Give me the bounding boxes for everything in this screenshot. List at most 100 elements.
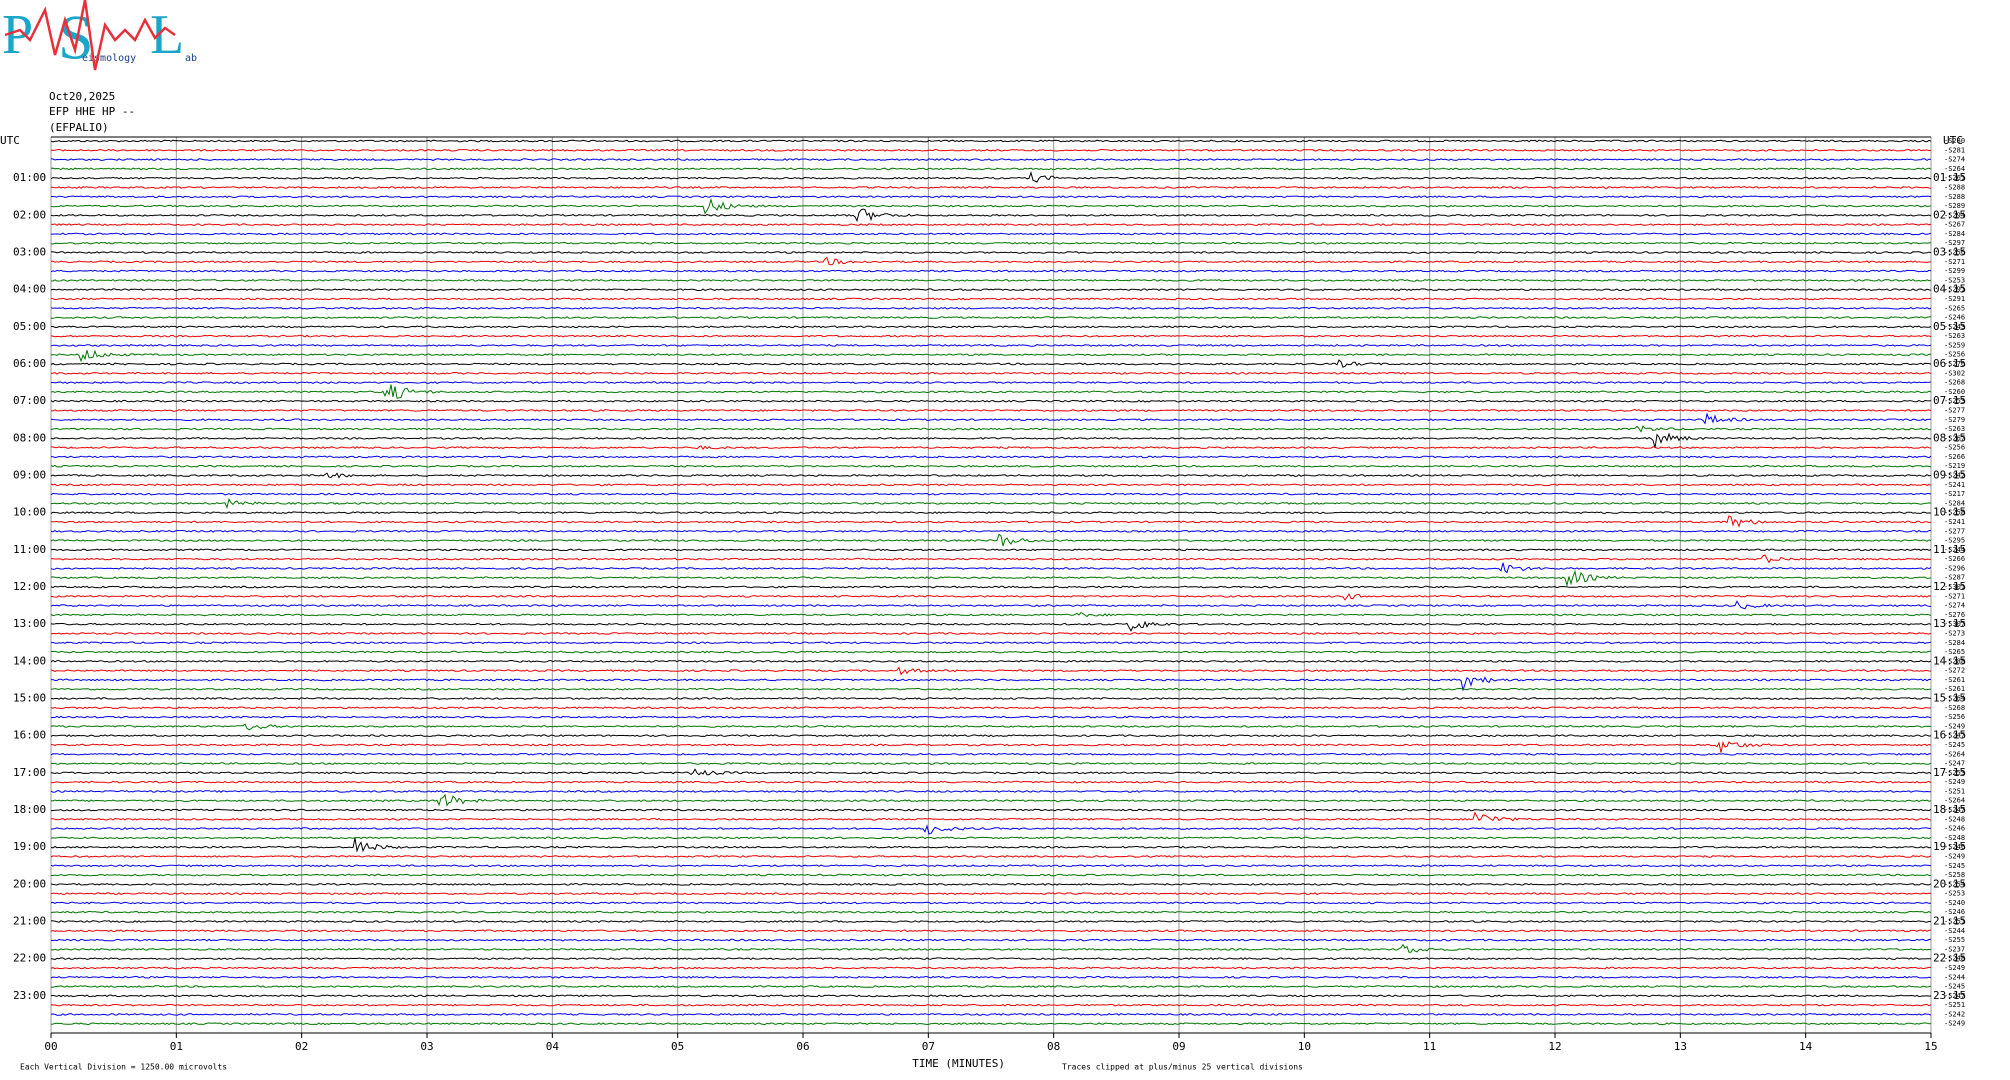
- x-tick-label: 12: [1548, 1040, 1561, 1053]
- trace: [50, 920, 1932, 923]
- trace-offset: -S279: [1944, 416, 1965, 424]
- trace-offset: -S271: [1944, 592, 1965, 600]
- trace-offset: -S297: [1944, 239, 1965, 247]
- trace: [50, 723, 1932, 731]
- trace-offset: -S258: [1944, 871, 1965, 879]
- left-hour-label: 17:00: [13, 766, 46, 779]
- right-hour-label: 20:15: [1933, 877, 1966, 890]
- trace: [50, 864, 1932, 868]
- trace: [50, 966, 1932, 970]
- left-hour-label: 06:00: [13, 357, 46, 370]
- trace-offset: -S307: [1944, 620, 1965, 628]
- trace-offset: -S295: [1944, 537, 1965, 545]
- trace: [50, 483, 1932, 487]
- right-hour-label: 23:15: [1933, 989, 1966, 1002]
- x-tick-label: 14: [1799, 1040, 1813, 1053]
- x-tick-label: 04: [546, 1040, 560, 1053]
- trace: [50, 399, 1932, 403]
- trace: [50, 943, 1932, 953]
- trace: [50, 148, 1932, 152]
- right-hour-label: 07:15: [1933, 394, 1966, 407]
- trace-offset: -S277: [1944, 527, 1965, 535]
- trace: [51, 873, 1932, 877]
- trace-offset: -S256: [1944, 249, 1965, 257]
- trace: [50, 585, 1932, 589]
- x-tick-label: 00: [44, 1040, 57, 1053]
- trace-offset: -S249: [1944, 722, 1965, 730]
- trace: [50, 808, 1932, 812]
- trace-offset: -S247: [1944, 806, 1965, 814]
- trace: [50, 938, 1932, 942]
- trace-offset: -S281: [1944, 146, 1965, 154]
- left-hour-label: 02:00: [13, 208, 46, 221]
- x-tick-label: 06: [796, 1040, 809, 1053]
- logo-wave: [4, 0, 176, 71]
- trace: [50, 910, 1932, 914]
- trace: [50, 740, 1932, 753]
- trace-offset: -S248: [1944, 834, 1965, 842]
- trace-offset: -S264: [1944, 797, 1965, 805]
- trace-offset: -S274: [1944, 156, 1965, 164]
- trace-offset: -S267: [1944, 221, 1965, 229]
- trace: [51, 195, 1932, 199]
- trace: [50, 811, 1932, 822]
- trace: [50, 167, 1932, 171]
- trace-offset: -S284: [1944, 639, 1965, 647]
- trace: [50, 836, 1932, 840]
- right-hour-label: 11:15: [1933, 543, 1966, 556]
- trace: [50, 409, 1932, 412]
- trace: [50, 1003, 1932, 1007]
- trace-offset: -S247: [1944, 992, 1965, 1000]
- trace-offset: -S253: [1944, 276, 1965, 284]
- trace-offset: -S251: [1944, 918, 1965, 926]
- trace: [51, 232, 1932, 236]
- trace-offset: -S261: [1944, 676, 1965, 684]
- trace-offset: -S240: [1944, 899, 1965, 907]
- trace-offset: -S271: [1944, 258, 1965, 266]
- trace-offset: -S249: [1944, 852, 1965, 860]
- x-tick-label: 11: [1423, 1040, 1436, 1053]
- trace: [50, 715, 1932, 719]
- right-hour-label: 22:15: [1933, 952, 1966, 965]
- scale-note: Each Vertical Division = 1250.00 microvo…: [20, 1063, 227, 1072]
- x-tick-label: 08: [1047, 1040, 1060, 1053]
- left-hour-label: 04:00: [13, 283, 46, 296]
- trace: [50, 600, 1932, 610]
- trace: [50, 734, 1932, 738]
- trace-offset: -S299: [1944, 267, 1965, 275]
- trace-offset: -S255: [1944, 936, 1965, 944]
- trace: [50, 620, 1932, 632]
- left-hour-label: 13:00: [13, 617, 46, 630]
- trace: [50, 697, 1931, 700]
- right-hour-label: 21:15: [1933, 915, 1966, 928]
- right-hour-label: 06:15: [1933, 357, 1966, 370]
- trace: [50, 790, 1931, 793]
- x-tick-label: 13: [1674, 1040, 1687, 1053]
- right-hour-label: 15:15: [1933, 692, 1966, 705]
- trace-offset: -S288: [1944, 657, 1965, 665]
- trace-offset: -S245: [1944, 983, 1965, 991]
- trace-offset: -S284: [1944, 230, 1965, 238]
- trace: [50, 892, 1932, 896]
- trace-offset: -S291: [1944, 286, 1965, 294]
- date: Oct20,2025: [49, 90, 115, 103]
- left-hour-label: 14:00: [13, 654, 46, 667]
- trace-offset: -S258: [1944, 509, 1965, 517]
- trace-offset: -S261: [1944, 685, 1965, 693]
- trace-offset: -S291: [1944, 295, 1965, 303]
- station: (EFPALIO): [49, 121, 109, 134]
- trace: [50, 334, 1932, 338]
- right-hour-label: 14:15: [1933, 654, 1966, 667]
- right-hour-label: 02:15: [1933, 208, 1966, 221]
- trace: [50, 529, 1932, 533]
- trace-offset: -S296: [1944, 564, 1965, 572]
- right-hour-label: 12:15: [1933, 580, 1966, 593]
- trace-offset: -S264: [1944, 165, 1965, 173]
- x-tick-label: 02: [295, 1040, 308, 1053]
- trace: [50, 325, 1932, 329]
- trace-offset: -S253: [1944, 890, 1965, 898]
- left-hour-label: 18:00: [13, 803, 46, 816]
- trace: [50, 548, 1932, 552]
- trace: [50, 994, 1932, 998]
